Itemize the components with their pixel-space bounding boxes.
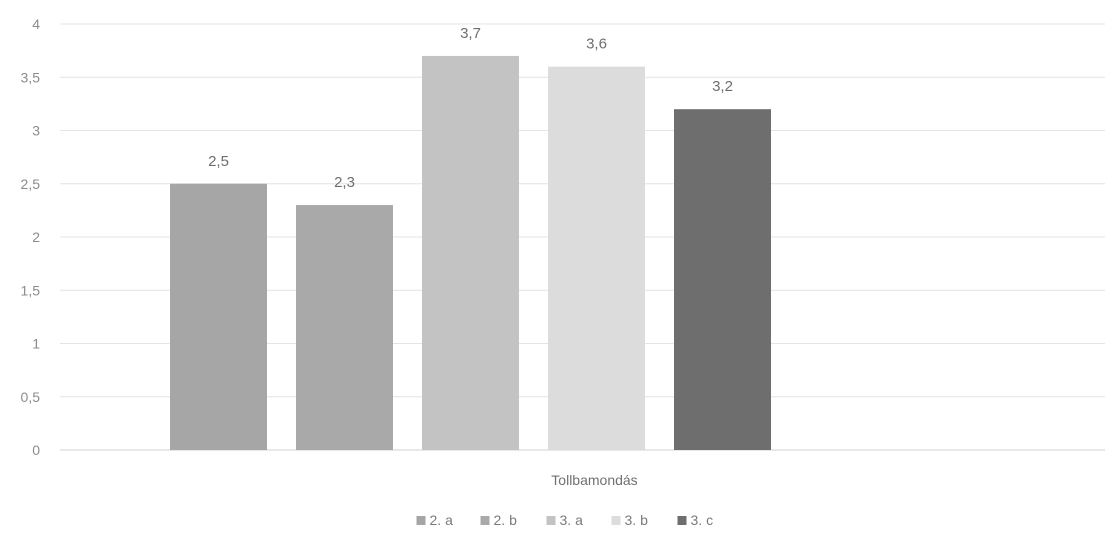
legend-label: 3. a: [560, 512, 584, 528]
bar: [674, 109, 771, 450]
y-tick-label: 3: [32, 123, 40, 139]
y-tick-label: 2,5: [21, 176, 41, 192]
legend-swatch: [416, 516, 426, 525]
legend-item: 2. b: [480, 512, 518, 528]
legend-label: 2. a: [430, 512, 454, 528]
bar: [296, 205, 393, 450]
bar: [548, 66, 645, 450]
bars: [170, 55, 771, 450]
bar: [422, 55, 519, 450]
legend-swatch: [480, 516, 490, 525]
bar-value-label: 3,7: [460, 25, 481, 42]
x-category-label: Tollbamondás: [551, 472, 637, 488]
y-tick-label: 4: [32, 16, 40, 32]
y-tick-label: 1,5: [21, 282, 41, 298]
bar-value-label: 3,6: [586, 36, 607, 53]
bar-value-label: 2,5: [208, 153, 229, 170]
legend-item: 3. a: [546, 512, 584, 528]
legend: 2. a 2. b 3. a 3. b 3. c: [416, 512, 714, 528]
legend-label: 3. c: [691, 512, 714, 528]
legend-item: 3. c: [677, 512, 714, 528]
data-labels: 2,5 2,3 3,7 3,6 3,2: [208, 25, 733, 191]
legend-swatch: [611, 516, 621, 525]
legend-swatch: [677, 516, 687, 525]
bar: [170, 183, 267, 450]
y-tick-label: 2: [32, 229, 40, 245]
legend-label: 2. b: [494, 512, 518, 528]
y-tick-label: 3,5: [21, 69, 41, 85]
y-tick-label: 0,5: [21, 389, 41, 405]
legend-swatch: [546, 516, 556, 525]
y-axis-ticks: 0 0,5 1 1,5 2 2,5 3 3,5 4: [21, 16, 41, 458]
y-tick-label: 1: [32, 336, 40, 352]
legend-item: 2. a: [416, 512, 454, 528]
legend-label: 3. b: [625, 512, 649, 528]
x-axis-categories: Tollbamondás: [551, 472, 637, 488]
legend-item: 3. b: [611, 512, 649, 528]
y-tick-label: 0: [32, 442, 40, 458]
bar-value-label: 2,3: [334, 174, 355, 191]
bar-value-label: 3,2: [712, 78, 733, 95]
